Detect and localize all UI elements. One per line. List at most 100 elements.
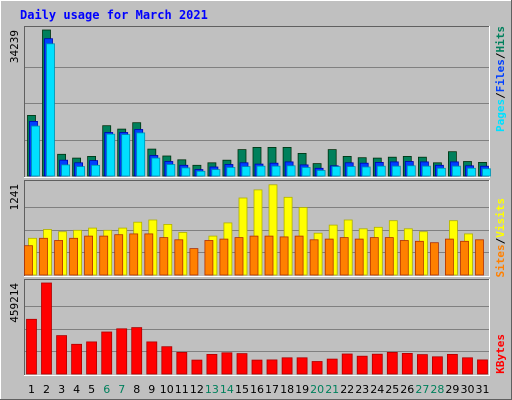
bar-pages [211, 169, 221, 177]
bar-pages [451, 165, 461, 177]
x-tick-label: 8 [133, 383, 140, 396]
bar-kbytes [477, 359, 488, 375]
x-axis-labels: 1 2 3 4 5 6 7 8 9 10 11 12 13 14 15 16 17 18 19 20 21 22 23 24 2… [28, 383, 490, 396]
bar-pages [256, 165, 266, 177]
bar-kbytes [356, 355, 368, 375]
bar-pages [436, 167, 446, 177]
bar-pages [406, 165, 416, 177]
legend-entry: / [494, 92, 507, 99]
bar-pages [31, 125, 40, 177]
x-tick-label: 7 [118, 383, 125, 396]
bar-pages [271, 165, 281, 177]
bar-sites [54, 240, 63, 276]
x-tick-label: 25 [385, 383, 399, 396]
x-tick-label: 29 [445, 383, 459, 396]
bar-pages [196, 170, 206, 177]
bar-kbytes [86, 341, 97, 375]
bar-kbytes [296, 357, 308, 375]
bar-sites [384, 237, 394, 276]
x-tick-label: 23 [355, 383, 369, 396]
y-axis-max-label: 34239 [8, 30, 21, 63]
bar-sites [309, 239, 319, 276]
bar-sites [159, 237, 169, 276]
bar-pages [376, 165, 386, 177]
legend-entry: Hits [494, 26, 507, 53]
bar-sites [475, 239, 484, 276]
bar-pages [241, 166, 251, 177]
bar-kbytes [341, 353, 353, 375]
bar-sites [264, 235, 274, 276]
bar-kbytes [266, 359, 278, 375]
bar-kbytes [176, 351, 188, 375]
bar-pages [346, 166, 356, 177]
bar-sites [144, 233, 154, 276]
x-tick-label: 22 [340, 383, 354, 396]
bar-kbytes [131, 327, 143, 375]
legend-entry: Files [494, 59, 507, 92]
x-tick-label: 27 [415, 383, 429, 396]
bar-kbytes [401, 352, 413, 375]
bar-kbytes [462, 357, 473, 375]
bar-sites [294, 235, 304, 276]
bar-sites [99, 235, 109, 276]
bar-pages [421, 165, 431, 177]
x-tick-label: 31 [476, 383, 490, 396]
bar-sites [84, 235, 93, 276]
bar-pages [226, 167, 236, 177]
bar-sites [279, 236, 289, 276]
bar-kbytes [101, 331, 113, 375]
bar-sites [339, 237, 349, 276]
x-tick-label: 18 [280, 383, 294, 396]
bar-kbytes [371, 353, 383, 375]
bar-pages [61, 164, 70, 177]
x-tick-label: 11 [175, 383, 189, 396]
bar-kbytes [236, 353, 248, 375]
bar-pages [106, 133, 116, 177]
bar-sites [174, 239, 184, 276]
bar-kbytes [281, 357, 293, 375]
bar-pages [46, 43, 55, 177]
legend-bottom: KBytes [494, 334, 507, 374]
bar-kbytes [386, 351, 398, 375]
bar-sites [444, 238, 454, 276]
bar-sites [249, 235, 259, 276]
bar-kbytes [416, 354, 428, 375]
panel-kbytes: 459214 [8, 279, 490, 376]
bar-pages [181, 167, 191, 177]
panel-hits-files-pages: 34239 [8, 26, 491, 178]
bar-kbytes [146, 341, 158, 375]
bar-sites [204, 240, 214, 276]
legend-entry: / [494, 52, 507, 59]
bar-kbytes [191, 359, 203, 375]
bar-pages [286, 165, 296, 177]
bar-kbytes [311, 361, 323, 375]
bar-sites [129, 233, 139, 276]
bar-sites [354, 238, 364, 276]
bar-kbytes [56, 335, 67, 375]
bar-sites [399, 240, 409, 276]
bar-pages [361, 166, 371, 177]
bar-sites [219, 238, 229, 276]
bar-pages [121, 134, 131, 177]
panel-visits-sites: 1241 [8, 180, 490, 277]
bar-sites [234, 237, 244, 276]
x-tick-label: 6 [103, 383, 110, 396]
bar-kbytes [116, 328, 128, 375]
bar-sites [189, 248, 199, 276]
bar-kbytes [431, 356, 443, 375]
bar-kbytes [161, 346, 173, 375]
bar-sites [69, 237, 78, 276]
x-tick-label: 10 [160, 383, 174, 396]
bar-pages [76, 166, 85, 177]
x-tick-label: 14 [220, 383, 234, 396]
bar-pages [166, 164, 176, 177]
bar-kbytes [446, 353, 458, 375]
bar-pages [467, 167, 476, 177]
bar-sites [24, 245, 33, 276]
bar-kbytes [206, 353, 218, 375]
legend-entry: / [494, 237, 507, 244]
bar-pages [151, 157, 161, 177]
legend-entry: Visits [494, 198, 507, 238]
